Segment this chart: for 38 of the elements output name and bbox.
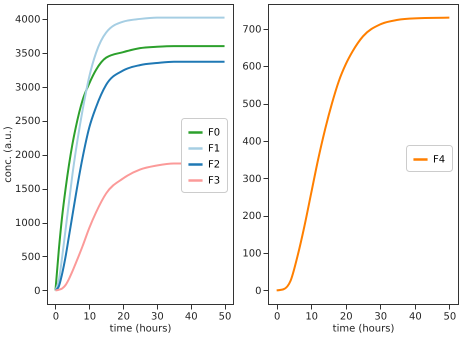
- x-tick-label: 30: [374, 312, 388, 322]
- x-tick-label: 0: [52, 312, 60, 322]
- legend-label: F2: [208, 160, 220, 170]
- y-tick-label: 3500: [15, 48, 40, 60]
- y-tick-label: 500: [242, 99, 262, 110]
- x-tick-label: 40: [184, 312, 198, 322]
- y-tick-label: 0: [255, 286, 262, 297]
- x-tick-label: 10: [83, 312, 96, 322]
- y-tick-label: 2000: [15, 150, 40, 162]
- x-tick-label: 10: [305, 312, 318, 322]
- x-tick-label: 0: [274, 312, 280, 322]
- x-tick-label: 30: [151, 312, 164, 322]
- legend-label: F0: [208, 128, 220, 138]
- x-axis-title: time (hours): [332, 324, 394, 334]
- x-tick-label: 20: [340, 312, 353, 322]
- y-tick-label: 2500: [15, 116, 40, 128]
- x-tick-label: 40: [408, 312, 422, 322]
- y-tick-label: 500: [21, 252, 40, 263]
- y-tick-label: 400: [242, 136, 262, 148]
- y-axis-title: conc. (a.u.): [3, 126, 14, 183]
- x-tick-label: 50: [218, 312, 232, 322]
- line-series: [276, 16, 450, 292]
- y-tick-label: 3000: [15, 82, 40, 94]
- legend-label: F1: [208, 144, 220, 154]
- y-tick-label: 1000: [15, 218, 40, 230]
- x-tick-label: 20: [117, 312, 130, 322]
- y-tick-label: 700: [242, 24, 262, 36]
- y-tick-label: 200: [242, 211, 262, 222]
- y-tick-label: 100: [242, 248, 262, 260]
- x-tick-label: 50: [443, 312, 456, 322]
- y-tick-label: 600: [242, 62, 262, 73]
- y-tick-label: 4000: [15, 14, 40, 26]
- y-tick-label: 1500: [15, 184, 40, 196]
- legend-label: F4: [433, 154, 446, 166]
- y-tick-label: 0: [34, 286, 40, 297]
- legend-label: F3: [208, 176, 220, 186]
- x-axis-title: time (hours): [110, 324, 172, 334]
- y-tick-label: 300: [242, 174, 262, 185]
